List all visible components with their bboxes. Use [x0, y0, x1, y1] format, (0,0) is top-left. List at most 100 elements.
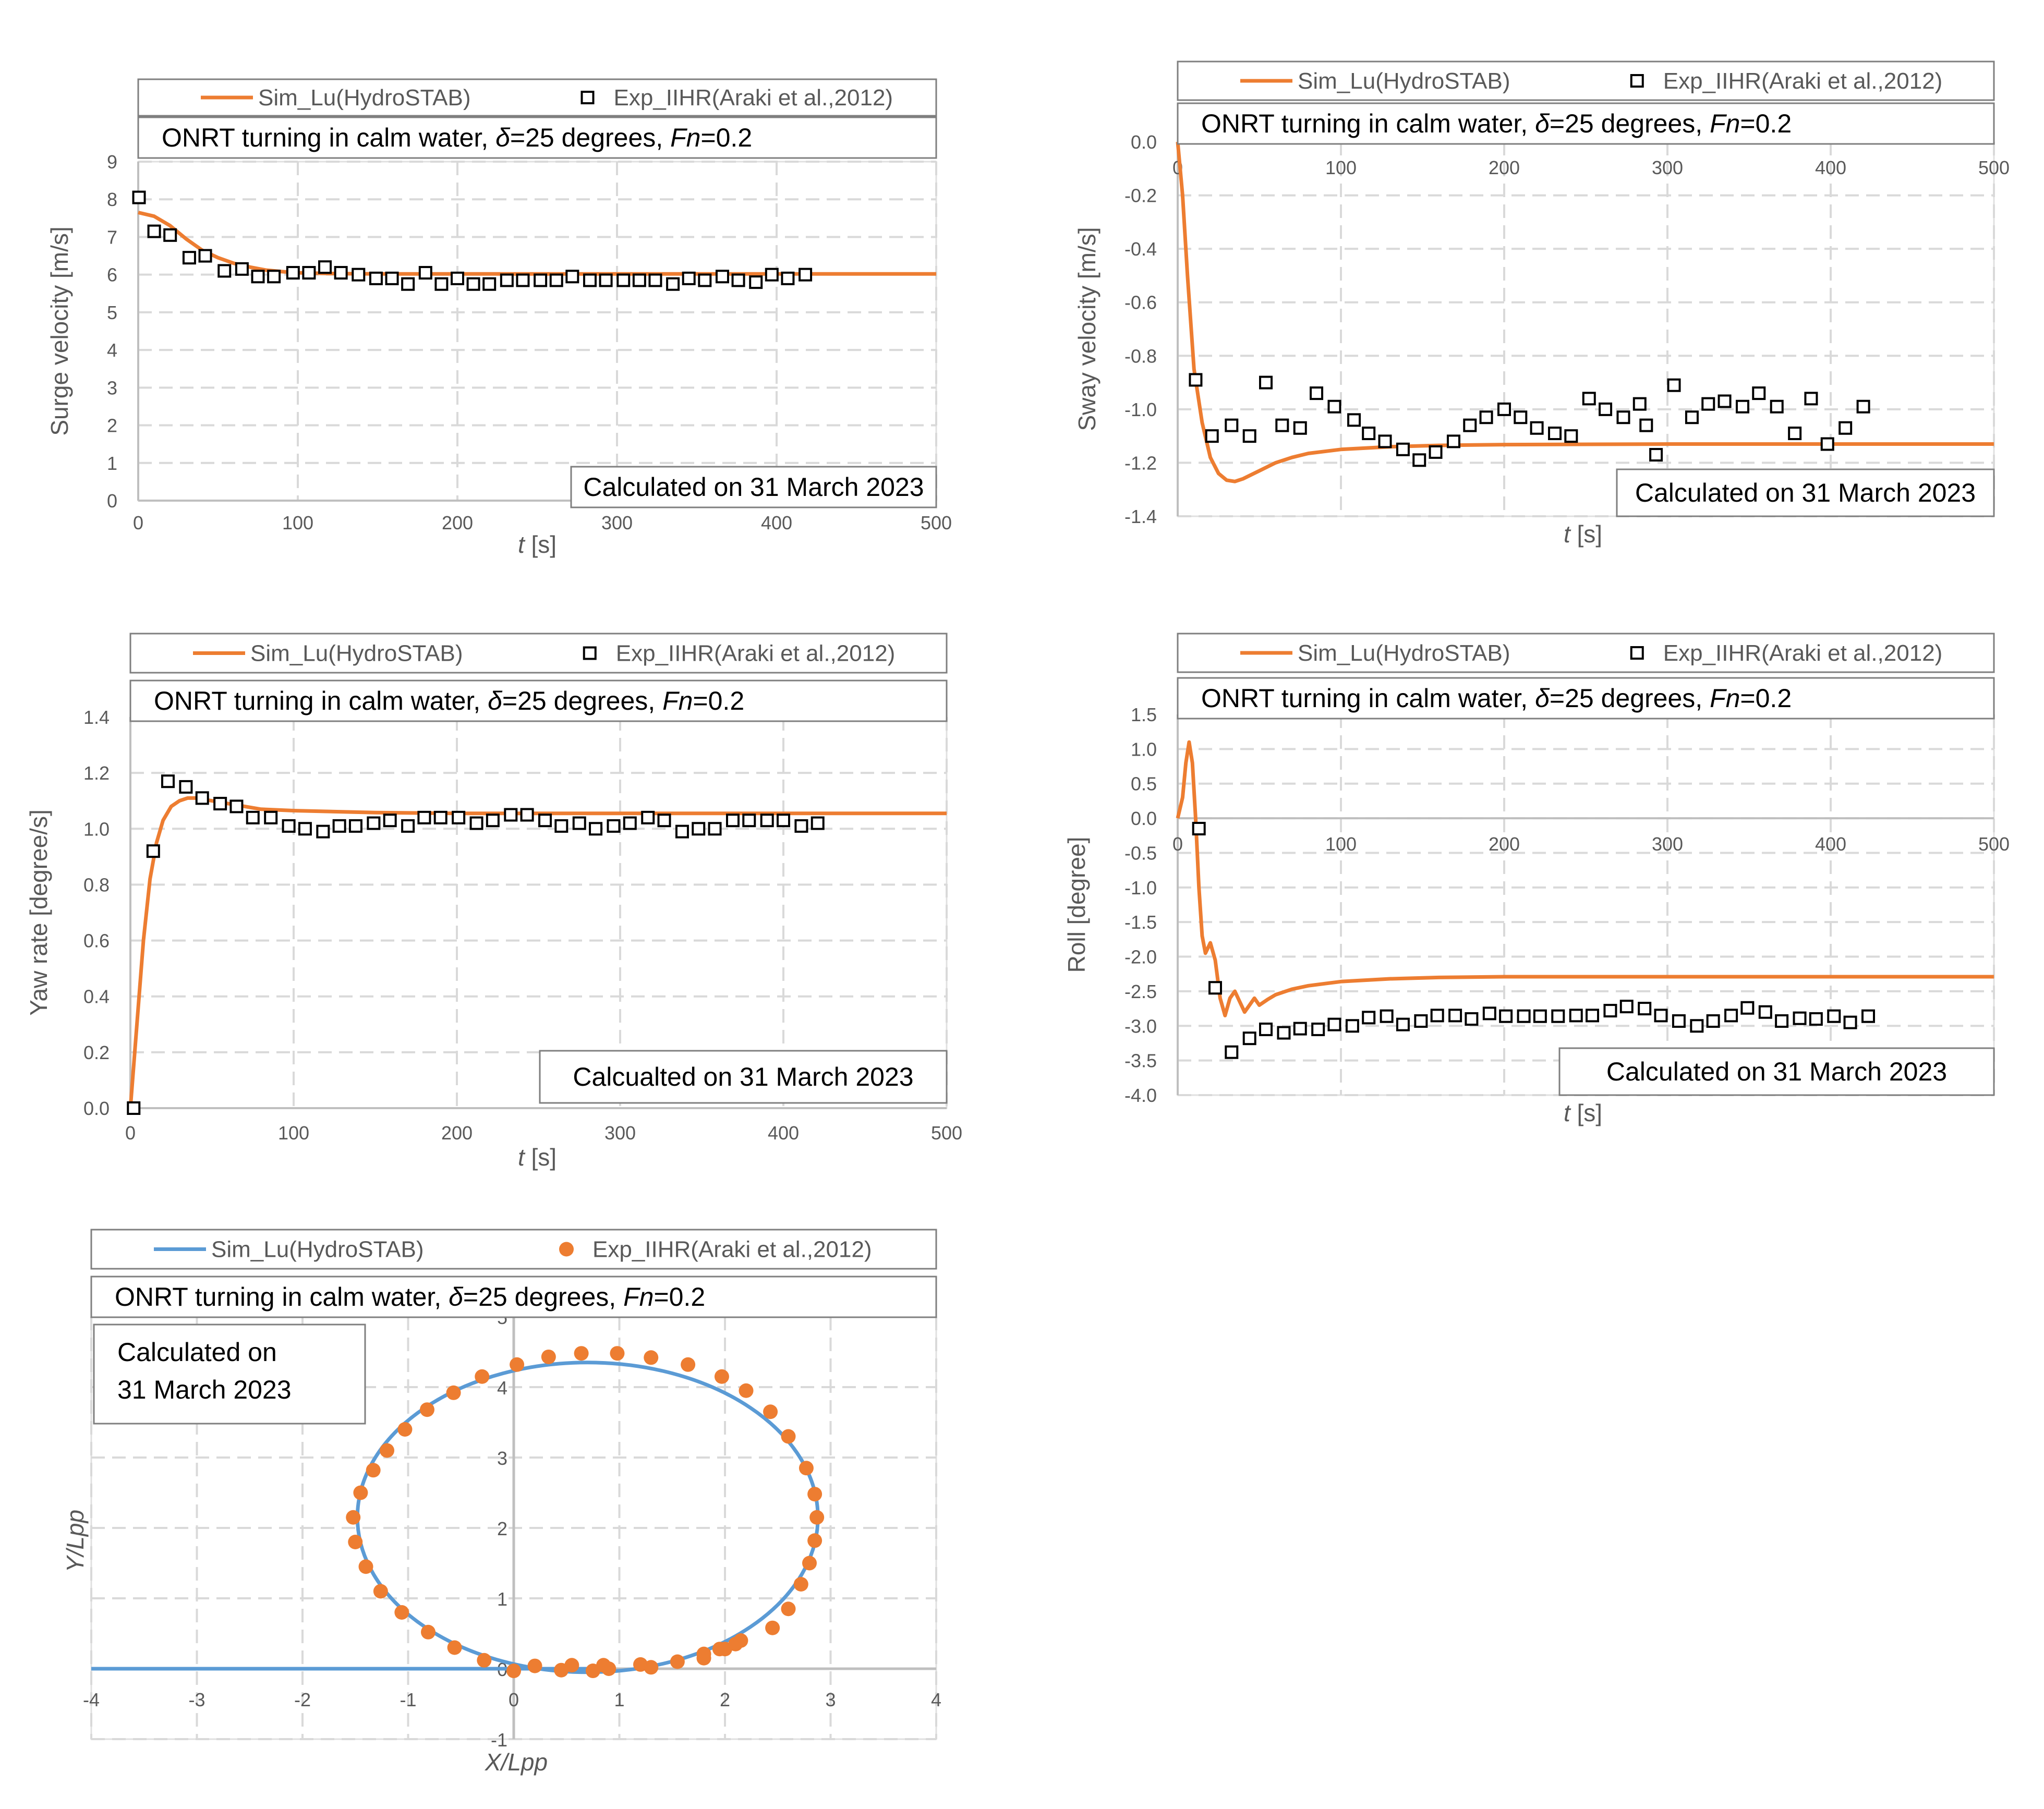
legend-box	[90, 1229, 937, 1270]
legend-exp-swatch	[1630, 646, 1644, 660]
note-box	[539, 1050, 948, 1104]
exp-marker	[213, 797, 227, 811]
exp-marker	[712, 1642, 727, 1657]
exp-marker	[286, 266, 300, 280]
exp-marker	[475, 1369, 490, 1384]
exp-marker	[358, 1559, 373, 1574]
title-box	[1177, 102, 1995, 145]
exp-marker	[1690, 1019, 1704, 1033]
exp-marker	[1208, 981, 1222, 995]
exp-marker	[235, 262, 249, 276]
exp-marker	[510, 1357, 525, 1372]
x-tick-label: 400	[768, 1122, 799, 1144]
x-axis-label: t [s]	[1564, 1099, 1602, 1126]
y-tick-label: 3	[497, 1448, 507, 1469]
exp-marker	[763, 1404, 778, 1419]
y-tick-label: -1.4	[1124, 506, 1157, 527]
exp-marker	[1599, 402, 1613, 416]
exp-marker	[1809, 1012, 1823, 1026]
exp-marker	[644, 1660, 659, 1675]
exp-marker	[486, 814, 500, 828]
x-tick-label: -3	[188, 1689, 205, 1710]
exp-marker	[681, 1357, 696, 1372]
exp-marker	[1205, 429, 1219, 443]
x-axis-label: t [s]	[1564, 520, 1602, 548]
exp-marker	[733, 1633, 748, 1648]
exp-marker	[318, 260, 332, 274]
exp-marker	[1706, 1014, 1720, 1028]
exp-marker	[1616, 410, 1630, 424]
exp-marker	[418, 266, 432, 280]
exp-marker	[434, 277, 449, 291]
y-axis-label: Roll [degree]	[1063, 837, 1090, 973]
exp-marker	[1412, 453, 1426, 467]
sim-line	[1176, 141, 1994, 483]
legend-box	[1177, 60, 1995, 101]
x-tick-label: 2	[720, 1689, 730, 1710]
exp-marker	[1530, 421, 1544, 435]
exp-marker	[1446, 434, 1460, 448]
exp-marker	[1517, 1009, 1531, 1023]
exp-marker	[1465, 1012, 1479, 1026]
exp-marker	[1482, 1006, 1496, 1021]
y-tick-label: 2	[497, 1518, 507, 1539]
x-tick-label: 100	[278, 1122, 309, 1144]
exp-marker	[589, 822, 603, 836]
exp-marker	[1259, 375, 1273, 390]
exp-marker	[1378, 434, 1392, 448]
exp-marker	[670, 1654, 685, 1669]
exp-marker	[666, 277, 680, 291]
x-tick-label: 300	[1652, 833, 1683, 855]
exp-marker	[1793, 1011, 1807, 1025]
y-tick-label: 0.0	[1131, 131, 1157, 153]
exp-marker	[675, 824, 689, 839]
title-box	[1177, 677, 1995, 720]
exp-marker	[447, 1640, 462, 1655]
exp-marker	[298, 822, 312, 836]
exp-marker	[1277, 1026, 1291, 1040]
x-tick-label: 200	[1489, 157, 1520, 178]
exp-marker	[1259, 1022, 1273, 1036]
exp-marker	[1639, 418, 1653, 432]
x-tick-label: -2	[294, 1689, 311, 1710]
exp-marker	[1293, 421, 1307, 435]
exp-marker	[1586, 1009, 1600, 1023]
y-tick-label: 1.5	[1131, 704, 1157, 725]
plot-area	[1177, 713, 1995, 1096]
exp-marker	[282, 819, 296, 833]
exp-marker	[1752, 386, 1766, 400]
x-tick-label: 300	[601, 512, 633, 533]
exp-marker	[534, 273, 548, 287]
exp-marker	[401, 819, 415, 833]
exp-marker	[527, 1658, 542, 1673]
y-tick-label: -2.0	[1124, 946, 1157, 968]
legend-sim-label: Sim_Lu(HydroSTAB)	[258, 85, 471, 111]
legend-sim-label: Sim_Lu(HydroSTAB)	[1298, 640, 1510, 666]
exp-marker	[1499, 1009, 1513, 1023]
x-axis-label: X/Lpp	[485, 1749, 548, 1776]
exp-marker	[802, 1556, 817, 1571]
exp-marker	[1345, 1019, 1359, 1033]
chart-title: ONRT turning in calm water, δ=25 degrees…	[162, 123, 752, 152]
exp-marker	[1735, 399, 1749, 414]
chart-surge: 0 1 2 3 4 5 6 7 8 9 0 100 200 300 400 500 t [s] Surge vel…	[46, 78, 952, 558]
exp-marker	[504, 808, 518, 822]
y-tick-label: 1	[107, 453, 117, 474]
exp-marker	[765, 1620, 780, 1635]
exp-marker	[641, 810, 655, 824]
legend-exp-label: Exp_IIHR(Araki et al.,2012)	[1663, 68, 1943, 94]
title-box	[137, 116, 937, 159]
exp-marker	[316, 824, 330, 839]
exp-marker	[417, 810, 431, 824]
exp-marker	[781, 271, 795, 285]
exp-marker	[397, 1422, 413, 1437]
exp-marker	[348, 819, 362, 833]
exp-marker	[1533, 1009, 1547, 1023]
y-tick-label: 0.2	[83, 1042, 110, 1063]
exp-marker	[353, 1485, 368, 1500]
exp-marker	[1311, 1022, 1325, 1036]
exp-marker	[446, 1385, 461, 1400]
exp-marker	[610, 1346, 625, 1361]
x-tick-label: -1	[400, 1689, 416, 1710]
exp-marker	[1396, 442, 1410, 456]
